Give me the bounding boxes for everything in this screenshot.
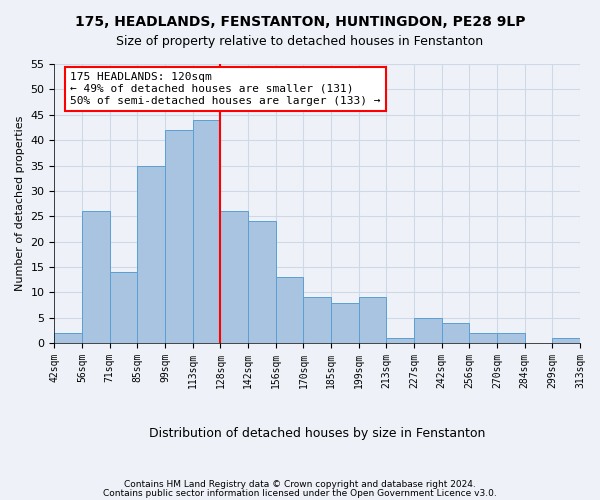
Bar <box>110 272 137 343</box>
Text: 175, HEADLANDS, FENSTANTON, HUNTINGDON, PE28 9LP: 175, HEADLANDS, FENSTANTON, HUNTINGDON, … <box>75 15 525 29</box>
Bar <box>165 130 193 343</box>
Bar <box>359 298 386 343</box>
Bar <box>276 277 304 343</box>
Bar <box>414 318 442 343</box>
Text: Contains HM Land Registry data © Crown copyright and database right 2024.: Contains HM Land Registry data © Crown c… <box>124 480 476 489</box>
Text: Contains public sector information licensed under the Open Government Licence v3: Contains public sector information licen… <box>103 488 497 498</box>
Bar <box>193 120 220 343</box>
Text: 175 HEADLANDS: 120sqm
← 49% of detached houses are smaller (131)
50% of semi-det: 175 HEADLANDS: 120sqm ← 49% of detached … <box>70 72 380 106</box>
Bar <box>442 323 469 343</box>
Bar <box>220 211 248 343</box>
Text: Size of property relative to detached houses in Fenstanton: Size of property relative to detached ho… <box>116 35 484 48</box>
Bar <box>386 338 414 343</box>
X-axis label: Distribution of detached houses by size in Fenstanton: Distribution of detached houses by size … <box>149 427 485 440</box>
Bar <box>82 211 110 343</box>
Y-axis label: Number of detached properties: Number of detached properties <box>15 116 25 292</box>
Bar <box>137 166 165 343</box>
Bar <box>497 333 524 343</box>
Bar <box>331 302 359 343</box>
Bar <box>553 338 580 343</box>
Bar <box>469 333 497 343</box>
Bar <box>304 298 331 343</box>
Bar <box>248 222 276 343</box>
Bar <box>55 333 82 343</box>
